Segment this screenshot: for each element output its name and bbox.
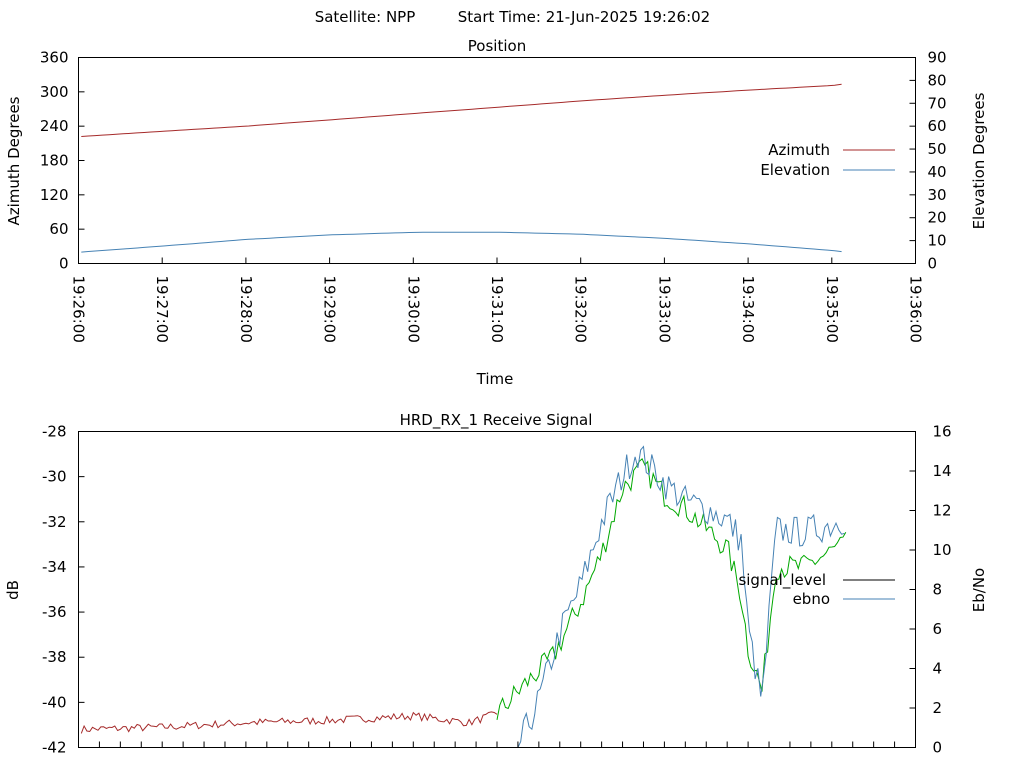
signal-y2-tick-label: 10: [933, 541, 952, 559]
signal-y2-tick-label: 6: [933, 620, 943, 638]
position-ticks: 0 60 120 180 240 300 360 0 10 20 30 40 50 60 70 80 90 19:…: [40, 49, 947, 343]
signal-y2-axis-label: Eb/No: [970, 568, 988, 612]
signal-ticks: -42 -40 -38 -36 -34 -32 -30 -28 0 2 4 6 8 10 12 14 16: [42, 423, 952, 757]
position-y-axis-label: Azimuth Degrees: [5, 96, 23, 225]
legend-label-elevation: Elevation: [760, 161, 830, 179]
position-x-tick-label: 19:34:00: [739, 276, 757, 343]
position-y2-tick-label: 60: [928, 117, 947, 135]
signal-y2-tick-label: 14: [933, 462, 952, 480]
position-chart: Position 0 60 120 180 240 300 360 0 10 20 30 40 50 60…: [5, 37, 988, 388]
signal-y-tick-label: -30: [42, 468, 67, 486]
start-time-label: Start Time: 21-Jun-2025 19:26:02: [458, 8, 710, 26]
position-x-tick-label: 19:35:00: [823, 276, 841, 343]
position-y2-tick-label: 40: [928, 163, 947, 181]
legend-label-ebno: ebno: [793, 590, 830, 608]
signal-chart: HRD_RX_1 Receive Signal -42-40-38-36-34-…: [4, 411, 988, 757]
position-x-tick-label: 19:30:00: [404, 276, 422, 343]
signal-y2-tick-label: 0: [933, 739, 943, 757]
position-y-tick-label: 240: [40, 117, 69, 135]
legend-label-signal-level: signal_level: [738, 571, 826, 590]
signal-y2-tick-label: 8: [933, 581, 943, 599]
position-y2-axis-label: Elevation Degrees: [970, 92, 988, 229]
position-y2-tick-label: 80: [928, 71, 947, 89]
position-x-axis-label: Time: [476, 370, 514, 388]
position-y-tick-label: 60: [49, 220, 68, 238]
position-y2-tick-label: 70: [928, 94, 947, 112]
signal-y-tick-label: -34: [42, 558, 67, 576]
position-series: [81, 83, 842, 253]
legend-label-azimuth: Azimuth: [768, 141, 830, 159]
azimuth-line: [81, 83, 842, 137]
satellite-label: Satellite: NPP: [315, 8, 416, 26]
position-x-tick-label: 19:26:00: [70, 276, 88, 343]
signal-y2-tick-label: 12: [933, 502, 952, 520]
position-x-tick-label: 19:31:00: [488, 276, 506, 343]
position-y-tick-label: 180: [40, 152, 69, 170]
signal-legend: signal_level ebno: [738, 571, 895, 608]
position-x-tick-label: 19:27:00: [153, 276, 171, 343]
signal-level-line: [80, 711, 498, 734]
position-x-tick-label: 19:28:00: [237, 276, 255, 343]
position-x-tick-label: 19:36:00: [907, 276, 925, 343]
signal-y-tick-label: -42: [42, 739, 67, 757]
position-title: Position: [468, 37, 526, 55]
signal-level-line-acquired: [496, 457, 847, 720]
signal-y-tick-label: -36: [42, 603, 67, 621]
position-y2-tick-label: 10: [928, 232, 947, 250]
position-y2-tick-label: 0: [928, 255, 938, 273]
position-y2-tick-label: 90: [928, 49, 947, 67]
signal-y2-tick-label: 2: [933, 699, 943, 717]
signal-y-axis-label: dB: [4, 580, 22, 600]
signal-y-tick-label: -38: [42, 648, 67, 666]
position-x-tick-label: 19:33:00: [655, 276, 673, 343]
signal-title: HRD_RX_1 Receive Signal: [400, 411, 593, 430]
elevation-line: [81, 231, 842, 253]
signal-y-tick-label: -40: [42, 693, 67, 711]
signal-y2-tick-label: 4: [933, 660, 943, 678]
position-legend: Azimuth Elevation: [760, 141, 895, 179]
signal-y-tick-label: -32: [42, 513, 67, 531]
position-y-tick-label: 120: [40, 186, 69, 204]
ebno-line: [517, 445, 845, 748]
signal-plot-frame: [78, 431, 916, 748]
position-y-tick-label: 360: [40, 49, 69, 67]
position-y2-tick-label: 50: [928, 140, 947, 158]
position-x-tick-label: 19:32:00: [572, 276, 590, 343]
position-y-tick-label: 0: [59, 255, 69, 273]
position-y-tick-label: 300: [40, 83, 69, 101]
signal-y-tick-label: -28: [42, 423, 67, 441]
signal-y2-tick-label: 16: [933, 423, 952, 441]
position-y2-tick-label: 30: [928, 186, 947, 204]
position-y2-tick-label: 20: [928, 209, 947, 227]
signal-series: [80, 445, 847, 748]
position-x-tick-label: 19:29:00: [321, 276, 339, 343]
